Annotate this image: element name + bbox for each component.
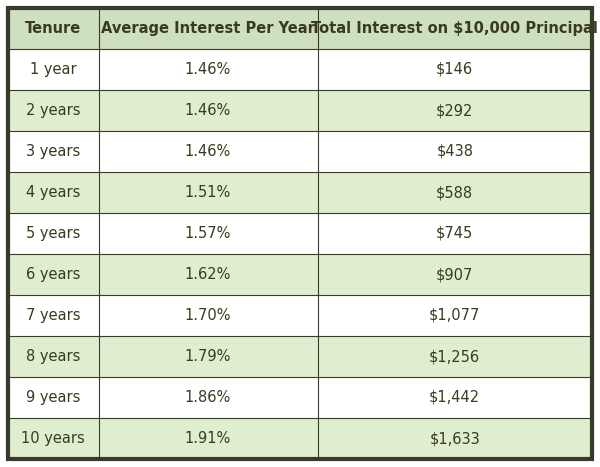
Bar: [98, 295, 317, 336]
Bar: [8, 418, 98, 459]
Text: $907: $907: [436, 267, 473, 282]
Text: 1.57%: 1.57%: [185, 226, 231, 241]
Text: Tenure: Tenure: [25, 21, 82, 36]
Text: 3 years: 3 years: [26, 144, 80, 159]
Bar: [98, 49, 317, 90]
Bar: [8, 8, 98, 49]
Bar: [8, 90, 98, 131]
Bar: [317, 295, 592, 336]
Text: 1.46%: 1.46%: [185, 62, 231, 77]
Text: 5 years: 5 years: [26, 226, 80, 241]
Bar: [98, 377, 317, 418]
Bar: [317, 49, 592, 90]
Bar: [98, 131, 317, 172]
Text: $1,256: $1,256: [429, 349, 481, 364]
Bar: [98, 418, 317, 459]
Bar: [98, 336, 317, 377]
Text: $1,633: $1,633: [430, 431, 480, 446]
Text: $438: $438: [436, 144, 473, 159]
Text: 1.86%: 1.86%: [185, 390, 231, 405]
Text: $146: $146: [436, 62, 473, 77]
Bar: [317, 377, 592, 418]
Text: $588: $588: [436, 185, 473, 200]
Text: 8 years: 8 years: [26, 349, 80, 364]
Bar: [8, 213, 98, 254]
Bar: [317, 213, 592, 254]
Bar: [8, 172, 98, 213]
Text: 1.91%: 1.91%: [185, 431, 231, 446]
Bar: [317, 336, 592, 377]
Text: $745: $745: [436, 226, 473, 241]
Bar: [317, 172, 592, 213]
Text: $292: $292: [436, 103, 473, 118]
Bar: [98, 90, 317, 131]
Bar: [8, 49, 98, 90]
Text: 2 years: 2 years: [26, 103, 80, 118]
Bar: [8, 295, 98, 336]
Bar: [8, 336, 98, 377]
Bar: [317, 418, 592, 459]
Text: 1.51%: 1.51%: [185, 185, 231, 200]
Text: Average Interest Per Year: Average Interest Per Year: [101, 21, 315, 36]
Text: $1,077: $1,077: [429, 308, 481, 323]
Text: 1 year: 1 year: [30, 62, 77, 77]
Text: Total Interest on $10,000 Principal: Total Interest on $10,000 Principal: [311, 21, 598, 36]
Text: 1.46%: 1.46%: [185, 144, 231, 159]
Bar: [8, 254, 98, 295]
Bar: [317, 254, 592, 295]
Bar: [317, 90, 592, 131]
Bar: [8, 131, 98, 172]
Text: 4 years: 4 years: [26, 185, 80, 200]
Bar: [98, 213, 317, 254]
Text: 1.79%: 1.79%: [185, 349, 231, 364]
Text: 7 years: 7 years: [26, 308, 80, 323]
Text: 1.70%: 1.70%: [185, 308, 231, 323]
Text: 1.46%: 1.46%: [185, 103, 231, 118]
Bar: [98, 254, 317, 295]
Bar: [317, 8, 592, 49]
Text: 9 years: 9 years: [26, 390, 80, 405]
Bar: [98, 172, 317, 213]
Bar: [8, 377, 98, 418]
Text: 6 years: 6 years: [26, 267, 80, 282]
Text: 10 years: 10 years: [22, 431, 85, 446]
Text: $1,442: $1,442: [429, 390, 481, 405]
Text: 1.62%: 1.62%: [185, 267, 231, 282]
Bar: [317, 131, 592, 172]
Bar: [98, 8, 317, 49]
